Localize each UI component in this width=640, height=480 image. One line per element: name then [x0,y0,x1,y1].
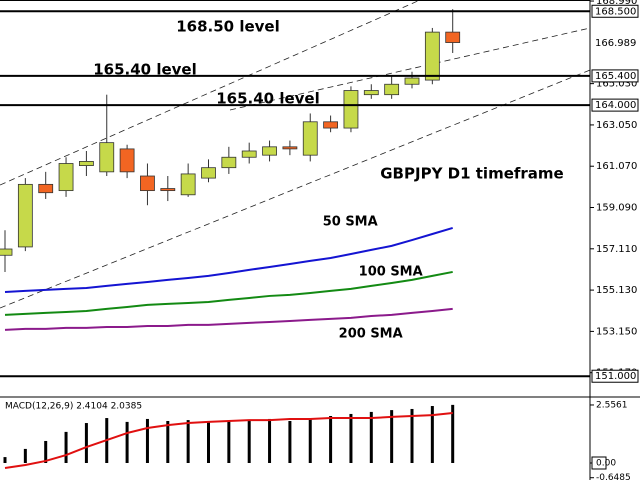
candle-body [282,146,298,150]
channel-line [0,0,421,186]
histogram-bar [349,413,353,463]
histogram-bar [308,418,312,463]
histogram-bar [329,416,333,463]
price-label-box [591,4,639,18]
y-tick-label: 161.070 [596,161,637,172]
histogram-bar [3,457,7,463]
histogram-bar [84,423,88,463]
channel-line [229,27,591,111]
histogram-bar [247,420,251,463]
last-price-box [592,36,638,49]
y-tick-label: 0.00 [596,458,616,468]
y-tick-label: 163.050 [596,120,637,131]
sma-line [4,270,453,316]
histogram-bar [390,410,394,463]
candle-body [302,121,318,156]
zero-label-box [591,456,607,470]
candle-body [445,31,461,43]
candle-body [180,173,196,196]
candle-body [201,167,216,179]
y-tick-label: -0.6485 [596,473,631,480]
candle-body [119,148,135,173]
y-tick-label: 2.5561 [596,400,628,410]
sma-line [4,307,453,331]
candle-body [343,90,359,129]
y-tick-label: 157.110 [596,244,637,255]
legend-label: 50 SMA [323,214,378,229]
y-tick-label: 168.990 [596,0,637,7]
histogram-bar [369,411,373,463]
legend-label: 200 SMA [339,326,403,341]
candle-body [241,150,257,158]
candle-body [17,183,33,248]
candle-body [38,183,54,194]
histogram-bar [268,418,272,463]
price-label-box [591,98,639,112]
price-label-box [591,369,639,383]
price-label-box [591,69,639,83]
price-label: 165.400 [595,71,636,82]
candle-body [160,188,176,192]
candle-body [404,77,420,85]
histogram-bar [207,420,210,463]
y-tick-label: 155.130 [596,285,637,296]
sma-line [4,226,453,293]
candle-body [363,90,379,96]
y-tick-label: 165.030 [596,79,637,90]
chart-title: GBPJPY D1 timeframe [380,165,563,183]
price-label: 168.500 [595,6,636,17]
histogram-bar [451,404,455,463]
candle-body [79,161,94,166]
legend-label: 100 SMA [359,264,423,279]
histogram-bar [23,448,27,463]
macd-title: MACD(12,26,9) 2.4104 2.0385 [5,402,142,412]
channel-lines [0,0,591,309]
candle-body [221,156,237,169]
level-annotation: 165.40 level [93,61,197,79]
channel-line [0,69,591,309]
histogram-bar [166,420,170,463]
histogram-bar [44,440,48,463]
price-label: 164.000 [595,100,636,111]
histogram-bar [227,420,231,463]
histogram-bar [64,431,68,463]
histogram-bar [288,420,292,463]
candle-body [262,146,277,156]
candle-body [384,83,400,96]
candle-body [424,31,440,81]
candle-body [0,248,13,256]
histogram-bar [430,406,434,463]
level-annotation: 168.50 level [176,18,280,36]
histogram-bar [410,408,414,463]
level-annotation: 165.40 level [216,90,320,108]
histogram-bar [125,421,129,463]
candle-body [99,142,115,173]
price-label: 151.000 [595,371,636,382]
last-price-label: 166.989 [595,38,636,49]
histogram-bar [145,418,149,463]
candle-body [58,163,74,192]
histogram-bar [186,420,190,463]
y-tick-label: 153.150 [596,326,637,337]
candle-body [323,121,339,129]
candle-body [140,175,155,192]
signal-line [4,412,453,469]
y-tick-label: 159.090 [596,203,637,214]
